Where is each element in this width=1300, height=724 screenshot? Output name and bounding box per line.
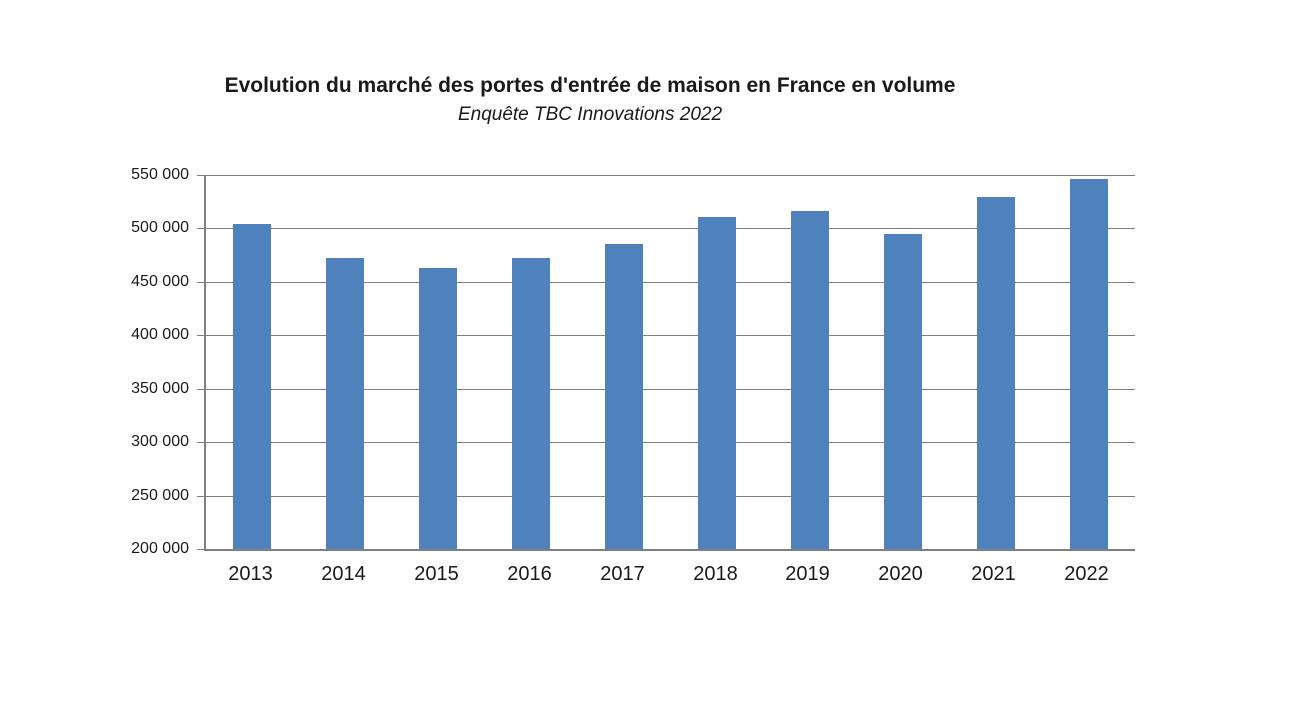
bar-2014 — [326, 258, 364, 549]
gridline — [206, 228, 1135, 229]
y-axis-tickmark — [197, 389, 204, 390]
bar-2016 — [512, 258, 550, 549]
y-tick-label: 350 000 — [131, 380, 189, 397]
bar-2017 — [605, 244, 643, 549]
y-tick-label: 450 000 — [131, 273, 189, 290]
y-axis-tickmark — [197, 335, 204, 336]
x-tick-label-2018: 2018 — [693, 563, 738, 585]
chart-subtitle: Enquête TBC Innovations 2022 — [457, 104, 723, 125]
bar-2021 — [977, 197, 1015, 549]
y-axis-tickmark — [197, 442, 204, 443]
gridline — [206, 335, 1135, 336]
chart-title: Evolution du marché des portes d'entrée … — [224, 74, 956, 97]
bar-2018 — [698, 217, 736, 549]
gridline — [206, 282, 1135, 283]
gridline — [206, 442, 1135, 443]
y-tick-label: 250 000 — [131, 487, 189, 504]
bar-2019 — [791, 211, 829, 549]
x-tick-label-2013: 2013 — [228, 563, 273, 585]
y-axis-tickmark — [197, 282, 204, 283]
bar-2020 — [884, 234, 922, 549]
gridline — [206, 389, 1135, 390]
y-tick-label: 300 000 — [131, 433, 189, 450]
y-tick-label: 500 000 — [131, 219, 189, 236]
x-tick-label-2019: 2019 — [785, 563, 830, 585]
x-tick-label-2015: 2015 — [414, 563, 459, 585]
y-axis-tickmark — [197, 549, 204, 550]
plot-area — [204, 175, 1135, 551]
x-tick-label-2014: 2014 — [321, 563, 366, 585]
bar-2013 — [233, 224, 271, 549]
x-tick-label-2016: 2016 — [507, 563, 552, 585]
y-axis-tickmark — [197, 228, 204, 229]
x-tick-label-2021: 2021 — [971, 563, 1016, 585]
y-tick-label: 400 000 — [131, 326, 189, 343]
gridline — [206, 496, 1135, 497]
y-tick-label: 200 000 — [131, 540, 189, 557]
bar-2015 — [419, 268, 457, 549]
gridline — [206, 175, 1135, 176]
y-tick-label: 550 000 — [131, 166, 189, 183]
x-tick-label-2017: 2017 — [600, 563, 645, 585]
y-axis-tickmark — [197, 496, 204, 497]
x-tick-label-2022: 2022 — [1064, 563, 1109, 585]
y-axis-tickmark — [197, 175, 204, 176]
bar-2022 — [1070, 179, 1108, 549]
x-tick-label-2020: 2020 — [878, 563, 923, 585]
